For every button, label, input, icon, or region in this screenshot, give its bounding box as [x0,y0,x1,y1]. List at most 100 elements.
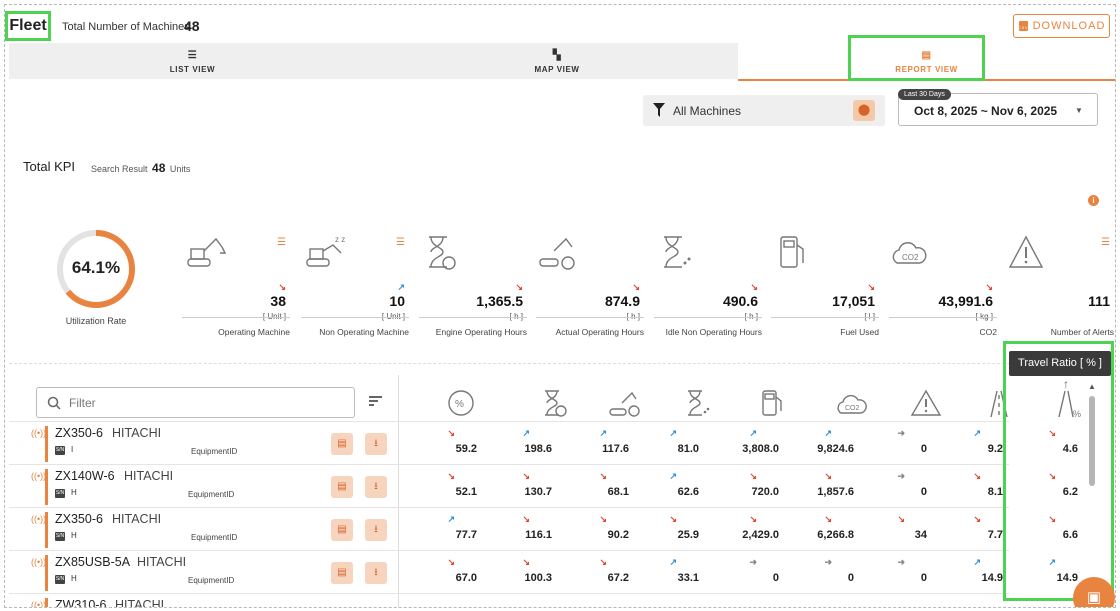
utilization-rate-icon[interactable]: % [443,387,479,419]
trend-up-icon: ↗ [447,514,455,524]
trend-up-icon: ↗ [397,282,405,292]
list-icon[interactable]: ☰ [277,237,286,248]
kpi-value: 490.6 [722,293,758,309]
trend-up-icon: ↗ [973,557,981,567]
download-row-button[interactable]: ⭳ [365,476,387,498]
svg-text:CSV: CSV [1018,26,1028,30]
filter-input[interactable]: Filter [36,387,355,418]
location-pin-icon[interactable]: ⬤ [853,100,875,121]
scrollbar-thumb[interactable] [1089,396,1095,486]
kpi-value: 10 [389,293,405,309]
download-button[interactable]: CSV DOWNLOAD [1013,14,1110,38]
travel-ratio-tooltip: Travel Ratio [ % ] [1009,351,1111,376]
metric-value: 52.1 [455,486,477,498]
serial-number: H [71,531,77,540]
kpi-name: CO2 [979,327,997,337]
travel-icon[interactable] [981,387,1017,419]
metric-cell: ↘ 8.1 [923,471,1003,498]
status-bar [45,426,48,462]
kpi-card: ↘ 17,051 [ l ] Fuel Used [767,233,879,343]
metric-cell: ↘ 67.2 [549,557,629,584]
table-row[interactable]: ((•)) ZW310-6 HITACHI [9,593,1009,608]
metric-value: 2,429.0 [742,529,779,541]
metric-value: 100.3 [524,572,552,584]
trend-flat-icon: ➜ [897,428,905,438]
trend-down-icon: ↘ [599,557,607,567]
kpi-name: Idle Non Operating Hours [665,327,762,337]
download-row-button[interactable]: ⭳ [365,433,387,455]
kpi-card: z z ☰ ↗ 10 [ Unit ] Non Operating Machine [297,233,409,343]
travel-ratio-icon[interactable]: % [1051,387,1087,419]
tab-list-view[interactable]: ☰ LIST VIEW [9,43,376,81]
metric-value: 14.9 [981,572,1003,584]
utilization-label: Utilization Rate [65,316,127,326]
metric-cell: ↗ 117.6 [549,428,629,455]
map-icon: ▚ [552,50,562,61]
report-detail-button[interactable]: ▤ [331,433,353,455]
report-fab-button[interactable]: ▣ [1073,577,1115,607]
metric-value: 7.7 [987,529,1003,541]
tab-report-view[interactable]: ▤ REPORT VIEW [738,43,1115,81]
kpi-card: ↘ 490.6 [ h ] Idle Non Operating Hours [650,233,762,343]
metric-cell: ↗ 9,824.6 [774,428,854,455]
date-range-tag: Last 30 Days [898,89,951,100]
engine-hours-icon[interactable] [535,387,571,419]
kpi-value: 38 [270,293,286,309]
metric-cell: ➜ 0 [699,557,779,584]
download-row-button[interactable]: ⭳ [365,562,387,584]
kpi-card: ↘ 1,365.5 [ h ] Engine Operating Hours [415,233,527,343]
sort-icon[interactable] [369,396,382,406]
metric-cell: ↘ 67.0 [397,557,477,584]
kpi-card: ☰ 111 Number of Alerts [1002,233,1114,343]
machine-filter-label: All Machines [673,104,742,118]
operating-hours-icon[interactable] [606,387,642,419]
tab-map-view[interactable]: ▚ MAP VIEW [376,43,738,81]
kpi-name: Actual Operating Hours [555,327,644,337]
table-row[interactable]: ((•)) ZX85USB-5A HITACHI S/N H EquipmentID ▤ ⭳ ↘… [9,550,1078,593]
metric-value: 6.6 [1062,529,1078,541]
metric-cell: ↘ 130.7 [472,471,552,498]
fuel-icon[interactable] [753,387,789,419]
machine-list-panel [9,375,399,607]
report-detail-button[interactable]: ▤ [331,476,353,498]
download-label: DOWNLOAD [1032,20,1106,32]
metric-cell: ↗ 198.6 [472,428,552,455]
sort-ascending-icon[interactable]: ↑ [1063,377,1069,391]
kpi-value: 111 [1088,293,1110,309]
trend-flat-icon: ➜ [897,471,905,481]
fleet-icon: ▣ [1086,589,1102,606]
kpi-underline [771,317,879,318]
co2-icon[interactable]: CO2 [835,387,871,419]
hourglass-idle-icon [664,236,691,268]
trend-up-icon: ↗ [669,428,677,438]
table-row[interactable]: ((•)) ZX350-6 HITACHI S/N H EquipmentID ▤ ⭳ ↗ 77.… [9,507,1078,550]
top-bar: Fleet Total Number of Machines 48 CSV DO… [5,5,1115,45]
table-row[interactable]: ((•)) ZX350-6 HITACHI S/N I EquipmentID ▤ ⭳ ↘ 59.… [9,421,1078,464]
machine-filter-select[interactable]: All Machines ⬤ [643,95,885,126]
scroll-up-icon[interactable]: ▲ [1088,382,1096,391]
search-result-count: 48 [152,161,166,175]
machine-model: ZX350-6 [55,512,103,526]
report-detail-button[interactable]: ▤ [331,519,353,541]
list-icon[interactable]: ☰ [1101,237,1110,248]
table-row[interactable]: ((•)) ZX140W-6 HITACHI S/N H EquipmentID ▤ ⭳ ↘ 52… [9,464,1078,507]
kpi-name: Non Operating Machine [319,327,409,337]
info-icon[interactable]: i [1088,195,1099,206]
serial-number: H [71,488,77,497]
machine-model: ZX350-6 [55,426,103,440]
download-row-button[interactable]: ⭳ [365,519,387,541]
serial-badge-icon: S/N [55,489,65,498]
tab-label: REPORT VIEW [895,65,958,74]
metric-cell: ↗ 33.1 [619,557,699,584]
list-icon[interactable]: ☰ [396,237,405,248]
idle-hours-icon[interactable] [678,387,714,419]
metric-value: 0 [920,486,927,498]
alerts-icon[interactable] [908,387,944,419]
utilization-value: 64.1% [71,258,121,277]
metric-value: 33.1 [677,572,699,584]
funnel-icon [653,103,665,117]
date-range-select[interactable]: Oct 8, 2025 ~ Nov 6, 2025 ▼ [898,93,1098,126]
machine-model: ZW310-6 [55,598,107,608]
report-detail-button[interactable]: ▤ [331,562,353,584]
divider [9,363,1115,364]
